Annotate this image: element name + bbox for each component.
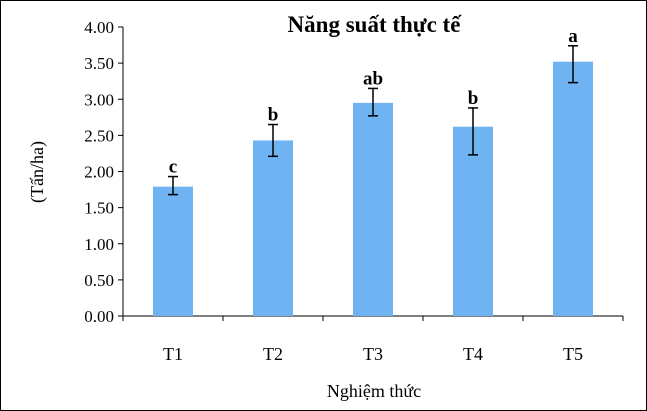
significance-label-t5: a — [568, 26, 578, 47]
x-category-label-t2: T2 — [263, 344, 283, 364]
y-tick-label: 1.50 — [84, 199, 114, 218]
bar-t3 — [353, 102, 393, 316]
y-tick-label: 2.50 — [84, 126, 114, 145]
x-category-label-t1: T1 — [163, 344, 183, 364]
chart-title: Năng suất thực tế — [288, 12, 463, 37]
y-tick-label: 2.00 — [84, 163, 114, 182]
significance-label-t1: c — [169, 157, 177, 178]
x-category-label-t4: T4 — [463, 344, 483, 364]
y-tick-label: 1.00 — [84, 235, 114, 254]
significance-label-t4: b — [468, 88, 479, 109]
bar-t4 — [453, 126, 493, 316]
y-tick-label: 4.00 — [84, 18, 114, 37]
bar-t5 — [553, 61, 593, 317]
significance-label-t3: ab — [363, 68, 383, 89]
x-category-label-t3: T3 — [363, 344, 383, 364]
y-tick-label: 3.50 — [84, 54, 114, 73]
y-tick-label: 3.00 — [84, 90, 114, 109]
x-category-label-t5: T5 — [563, 344, 583, 364]
y-axis-title: (Tấn/ha) — [27, 141, 48, 203]
y-tick-label: 0.00 — [84, 307, 114, 326]
significance-label-t2: b — [268, 105, 279, 126]
y-tick-label: 0.50 — [84, 271, 114, 290]
plot-area: 0.00 0.50 1.00 1.50 2.00 2.50 3.00 3.50 4.00 c T1 b… — [84, 18, 624, 364]
bar-t2 — [253, 140, 293, 316]
x-axis-title: Nghiệm thức — [327, 381, 421, 401]
bar-t1 — [153, 186, 193, 316]
